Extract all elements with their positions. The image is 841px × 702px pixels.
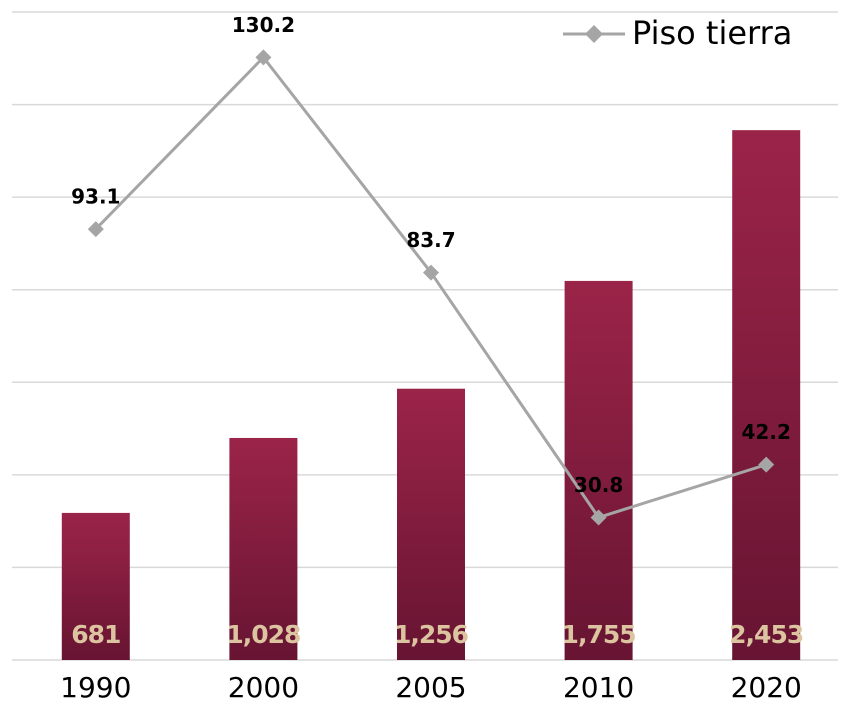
x-tick-label: 1990: [60, 671, 131, 702]
line-marker: [255, 49, 272, 66]
bar: [229, 437, 298, 660]
x-tick-label: 2010: [563, 671, 634, 702]
line-value-label: 93.1: [71, 185, 120, 209]
line-marker: [87, 221, 104, 238]
bar-value-label: 681: [71, 620, 120, 649]
legend-marker: [585, 25, 603, 43]
x-tick-label: 2005: [395, 671, 466, 702]
bar: [61, 512, 130, 660]
bar: [564, 280, 633, 660]
line-value-label: 42.2: [742, 420, 791, 444]
line-marker: [590, 509, 607, 526]
line-marker: [758, 456, 775, 473]
x-tick-label: 2000: [228, 671, 299, 702]
legend-label: Piso tierra: [632, 14, 792, 52]
bar: [732, 130, 801, 661]
bar-value-label: 1,755: [562, 620, 636, 649]
bar: [397, 388, 465, 660]
line-marker: [423, 264, 439, 281]
bar-value-label: 1,256: [394, 620, 469, 649]
line-value-label: 130.2: [232, 13, 295, 37]
bar-value-label: 2,453: [729, 620, 803, 649]
line-value-label: 30.8: [574, 473, 623, 497]
bar-value-label: 1,028: [226, 620, 300, 649]
x-tick-label: 2020: [731, 671, 802, 702]
line-value-label: 83.7: [406, 228, 455, 252]
